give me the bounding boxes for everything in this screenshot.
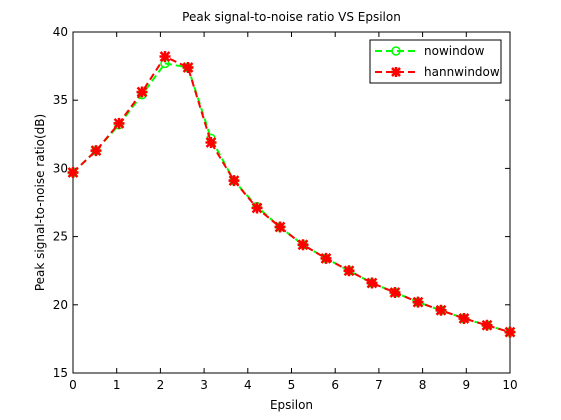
x-tick-label: 9 bbox=[462, 378, 470, 392]
data-point-hannwindow bbox=[67, 166, 79, 178]
data-point-hannwindow bbox=[90, 145, 102, 157]
data-point-hannwindow bbox=[228, 175, 240, 187]
x-tick-label: 3 bbox=[200, 378, 208, 392]
y-tick-label: 15 bbox=[53, 366, 68, 380]
x-tick-label: 2 bbox=[157, 378, 165, 392]
y-tick-label: 30 bbox=[53, 161, 68, 175]
data-point-hannwindow bbox=[182, 61, 194, 73]
x-tick-label: 7 bbox=[375, 378, 383, 392]
y-tick-label: 25 bbox=[53, 230, 68, 244]
data-point-hannwindow bbox=[205, 136, 217, 148]
x-tick-label: 8 bbox=[419, 378, 427, 392]
x-tick-label: 6 bbox=[331, 378, 339, 392]
data-point-hannwindow bbox=[412, 296, 424, 308]
data-point-hannwindow bbox=[251, 202, 263, 214]
x-tick-label: 1 bbox=[113, 378, 121, 392]
legend-label-nowindow: nowindow bbox=[424, 44, 485, 58]
data-point-hannwindow bbox=[458, 312, 470, 324]
legend-label-hannwindow: hannwindow bbox=[424, 65, 500, 79]
data-point-hannwindow bbox=[481, 319, 493, 331]
x-tick-label: 0 bbox=[69, 378, 77, 392]
data-point-hannwindow bbox=[343, 265, 355, 277]
data-point-hannwindow bbox=[136, 86, 148, 98]
data-point-hannwindow bbox=[113, 117, 125, 129]
y-tick-label: 40 bbox=[53, 25, 68, 39]
data-point-hannwindow bbox=[504, 326, 516, 338]
y-axis-label: Peak signal-to-noise ratio(dB) bbox=[33, 114, 47, 291]
x-tick-label: 10 bbox=[502, 378, 517, 392]
data-point-hannwindow bbox=[389, 287, 401, 299]
x-axis-label: Epsilon bbox=[270, 398, 313, 412]
y-tick-label: 20 bbox=[53, 298, 68, 312]
x-tick-label: 4 bbox=[244, 378, 252, 392]
y-tick-label: 35 bbox=[53, 93, 68, 107]
x-tick-label: 5 bbox=[288, 378, 296, 392]
series-line-hannwindow bbox=[72, 55, 511, 334]
data-point-hannwindow bbox=[297, 239, 309, 251]
data-point-hannwindow bbox=[320, 252, 332, 264]
legend-marker-hannwindow bbox=[391, 67, 401, 77]
legend-marker-nowindow bbox=[391, 46, 401, 56]
legend: nowindow hannwindow bbox=[369, 39, 502, 84]
data-point-hannwindow bbox=[366, 277, 378, 289]
chart-title: Peak signal-to-noise ratio VS Epsilon bbox=[182, 10, 401, 24]
data-point-hannwindow bbox=[435, 304, 447, 316]
series-layer bbox=[67, 51, 516, 338]
data-point-hannwindow bbox=[274, 221, 286, 233]
axes-ticks: 0 1 2 3 4 5 6 7 8 9 10 15 20 25 30 35 40 bbox=[53, 25, 518, 392]
data-point-hannwindow bbox=[159, 51, 171, 63]
